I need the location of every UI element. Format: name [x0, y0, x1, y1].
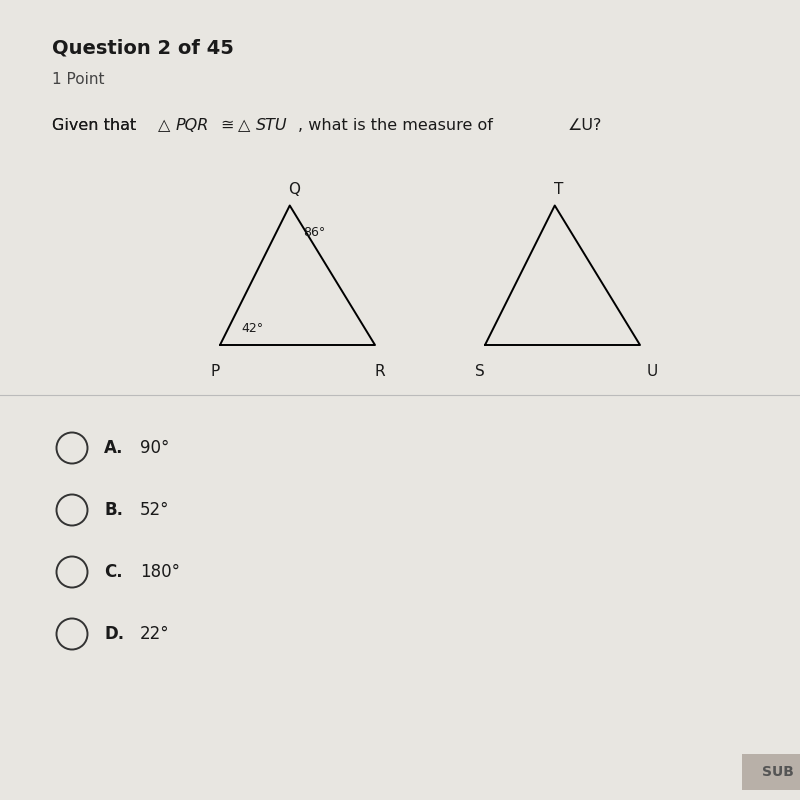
Text: 52°: 52°	[140, 501, 170, 519]
Text: D.: D.	[104, 625, 124, 643]
Text: 180°: 180°	[140, 563, 180, 581]
Text: 22°: 22°	[140, 625, 170, 643]
Text: 86°: 86°	[302, 226, 325, 238]
Text: U: U	[646, 364, 658, 379]
Text: R: R	[374, 364, 386, 379]
Text: STU: STU	[256, 118, 288, 133]
FancyBboxPatch shape	[742, 754, 800, 790]
Text: 42°: 42°	[241, 322, 263, 335]
Text: ≅: ≅	[220, 118, 234, 133]
Text: △: △	[238, 118, 250, 133]
Text: Q: Q	[288, 182, 300, 198]
Text: B.: B.	[104, 501, 123, 519]
Text: S: S	[475, 364, 485, 379]
Text: △: △	[158, 118, 170, 133]
Text: A.: A.	[104, 439, 123, 457]
Text: SUB: SUB	[762, 765, 794, 779]
Text: Given that: Given that	[52, 118, 142, 133]
Text: , what is the measure of: , what is the measure of	[298, 118, 498, 133]
Text: 1 Point: 1 Point	[52, 72, 105, 87]
Text: C.: C.	[104, 563, 122, 581]
Text: T: T	[554, 182, 563, 198]
Text: 90°: 90°	[140, 439, 170, 457]
Text: ∠U?: ∠U?	[568, 118, 602, 133]
Text: Question 2 of 45: Question 2 of 45	[52, 38, 234, 57]
Text: P: P	[210, 364, 220, 379]
Text: Given that: Given that	[52, 118, 142, 133]
Text: PQR: PQR	[176, 118, 210, 133]
